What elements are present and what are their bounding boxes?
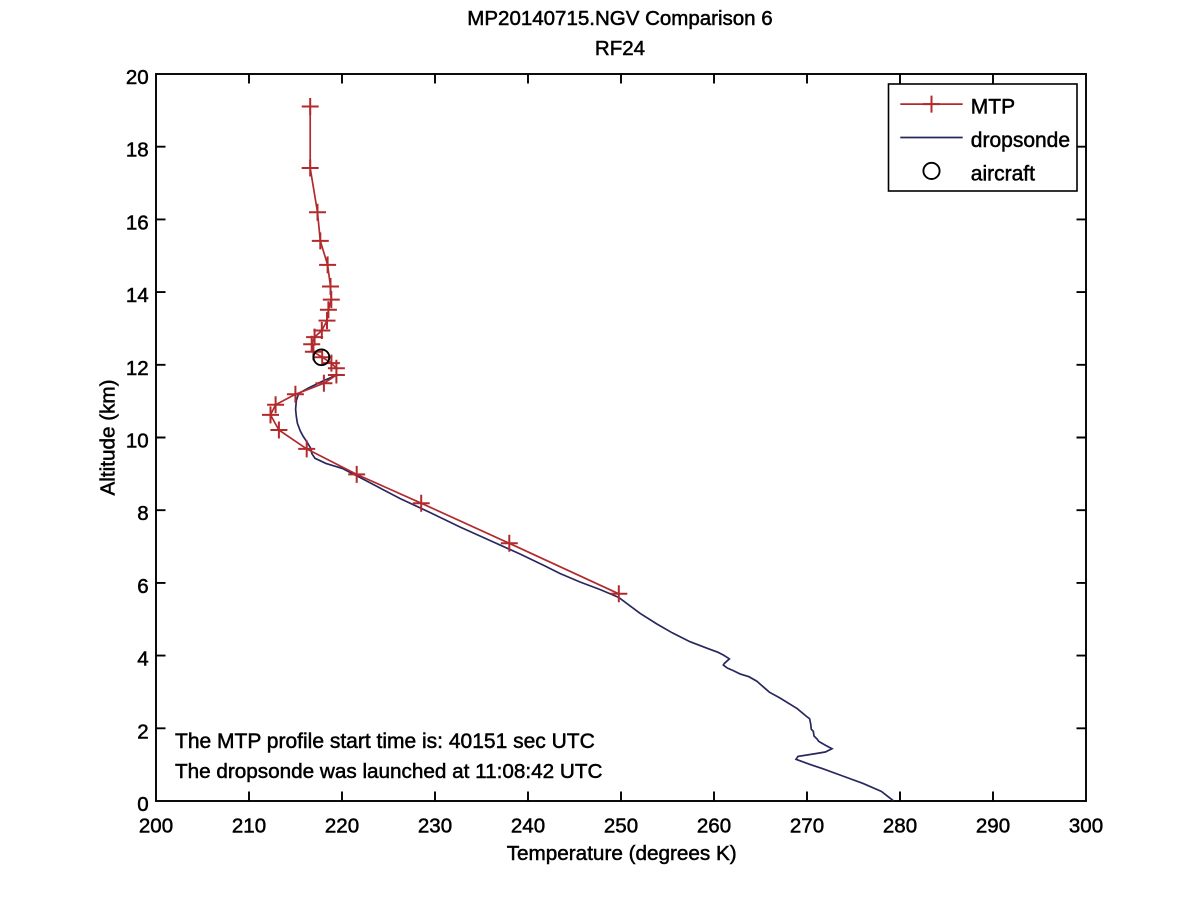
svg-text:8: 8 bbox=[137, 502, 148, 525]
svg-text:200: 200 bbox=[139, 815, 173, 838]
svg-text:16: 16 bbox=[126, 211, 149, 234]
svg-text:20: 20 bbox=[126, 66, 149, 89]
svg-text:300: 300 bbox=[1069, 815, 1103, 838]
svg-text:4: 4 bbox=[137, 648, 148, 671]
svg-text:220: 220 bbox=[325, 815, 359, 838]
svg-text:Temperature (degrees K): Temperature (degrees K) bbox=[507, 842, 737, 865]
svg-text:RF24: RF24 bbox=[595, 37, 645, 60]
svg-text:dropsonde: dropsonde bbox=[971, 129, 1070, 152]
svg-text:2: 2 bbox=[137, 720, 148, 743]
svg-text:260: 260 bbox=[697, 815, 731, 838]
svg-text:MP20140715.NGV Comparison 6: MP20140715.NGV Comparison 6 bbox=[467, 7, 772, 30]
svg-text:290: 290 bbox=[976, 815, 1010, 838]
svg-text:12: 12 bbox=[126, 357, 149, 380]
svg-text:14: 14 bbox=[126, 284, 149, 307]
svg-text:10: 10 bbox=[126, 430, 149, 453]
svg-text:The MTP profile start time is:: The MTP profile start time is: 40151 sec… bbox=[175, 730, 595, 753]
svg-text:250: 250 bbox=[604, 815, 638, 838]
svg-text:230: 230 bbox=[418, 815, 452, 838]
svg-text:280: 280 bbox=[883, 815, 917, 838]
svg-text:The dropsonde was launched at: The dropsonde was launched at 11:08:42 U… bbox=[175, 760, 602, 783]
svg-text:18: 18 bbox=[126, 139, 149, 162]
svg-text:MTP: MTP bbox=[971, 95, 1015, 118]
svg-text:6: 6 bbox=[137, 575, 148, 598]
svg-text:270: 270 bbox=[790, 815, 824, 838]
svg-text:210: 210 bbox=[232, 815, 266, 838]
svg-text:240: 240 bbox=[511, 815, 545, 838]
svg-text:aircraft: aircraft bbox=[971, 162, 1035, 185]
svg-text:0: 0 bbox=[137, 793, 148, 816]
svg-text:Altitude (km): Altitude (km) bbox=[97, 379, 120, 495]
